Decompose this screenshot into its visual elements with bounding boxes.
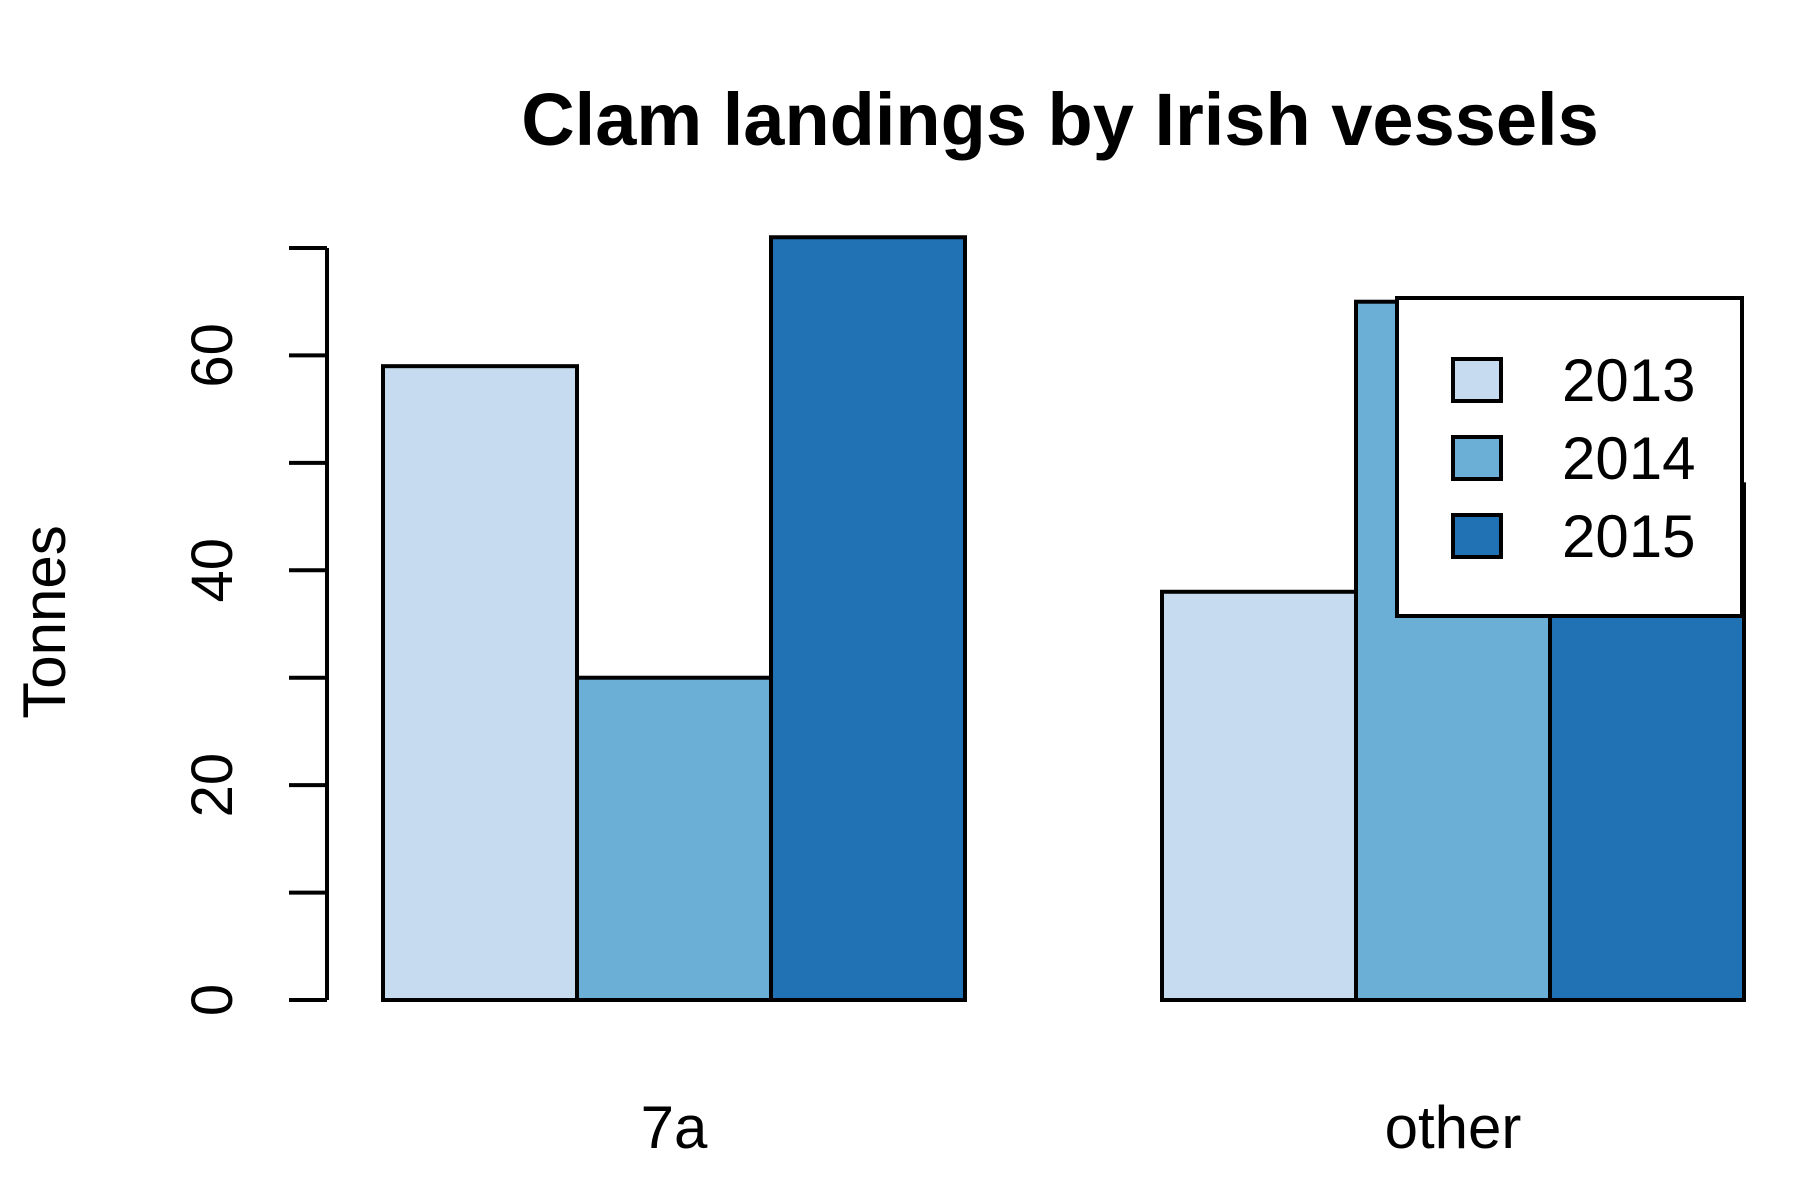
category-label: other — [1385, 1094, 1522, 1161]
legend-label-2014: 2014 — [1562, 425, 1695, 492]
y-tick-label: 0 — [180, 984, 245, 1016]
y-axis: 0 20 40 60 — [180, 246, 329, 1016]
category-labels: 7a other — [641, 1094, 1522, 1161]
bar-7a-2015 — [769, 235, 967, 1002]
bar-7a-2013 — [381, 364, 579, 1002]
y-tick-label: 40 — [180, 538, 245, 603]
y-tick-label: 60 — [180, 323, 245, 388]
legend-swatch-2015 — [1451, 513, 1503, 559]
category-label: 7a — [641, 1094, 708, 1161]
chart-title: Clam landings by Irish vessels — [521, 78, 1599, 161]
bar-other-2013 — [1160, 589, 1358, 1002]
legend-swatch-2013 — [1451, 357, 1503, 403]
y-tick-label: 20 — [180, 753, 245, 818]
legend: 2013 2014 2015 — [1395, 296, 1744, 618]
bar-7a-2014 — [575, 675, 773, 1002]
bars — [381, 235, 1746, 1003]
legend-label-2015: 2015 — [1562, 503, 1695, 570]
legend-swatch-2014 — [1451, 435, 1503, 481]
y-axis-label: Tonnes — [11, 525, 78, 718]
legend-label-2013: 2013 — [1562, 347, 1695, 414]
